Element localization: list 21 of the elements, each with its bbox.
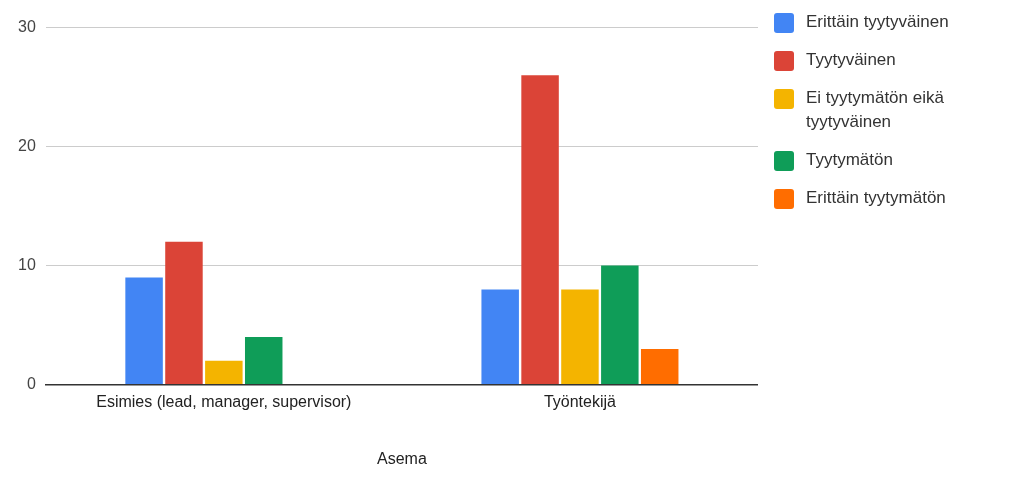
bar (481, 289, 519, 385)
legend-label: Tyytymätön (806, 149, 893, 171)
y-tick-label: 30 (18, 18, 36, 36)
bar (165, 241, 203, 385)
y-tick-label: 10 (18, 256, 36, 274)
legend-label: Tyytyväinen (806, 49, 896, 71)
x-tick-label: Työntekijä (543, 392, 617, 410)
bar (640, 348, 679, 385)
bar (244, 337, 283, 385)
x-axis-title: Asema (377, 449, 427, 467)
legend-label: Ei tyytymätön eikä tyytyväinen (806, 87, 945, 133)
bar (561, 289, 599, 385)
bar (125, 277, 163, 385)
bar (205, 360, 243, 385)
legend-label: Erittäin tyytymätön (806, 187, 946, 209)
y-tick-label: 20 (18, 137, 36, 155)
bar (601, 265, 639, 385)
x-tick-label: Esimies (lead, manager, supervisor) (96, 392, 352, 410)
legend-label: Erittäin tyytyväinen (806, 11, 949, 33)
y-tick-label: 0 (26, 375, 36, 393)
bar (521, 75, 559, 385)
